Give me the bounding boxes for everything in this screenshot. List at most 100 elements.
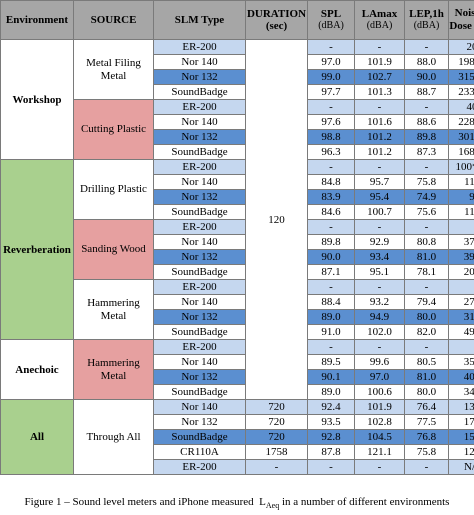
lamax-cell: 101.2 — [354, 144, 405, 160]
lep-cell: - — [404, 339, 449, 355]
noise-dose-cell: 100** — [448, 159, 474, 175]
table-row: Nor 140 84.895.775.811.9 — [1, 174, 474, 190]
caption-laeq: L — [259, 496, 266, 508]
slm-type-cell: Nor 140 — [153, 114, 246, 130]
table-row: Nor 140 89.892.980.837.9 — [1, 234, 474, 250]
lep-cell: 88.0 — [404, 54, 449, 70]
environment-cell-all: All — [0, 399, 74, 475]
figure-caption: Figure 1 – Sound level meters and iPhone… — [0, 496, 474, 510]
noise-dose-cell: 49.8 — [448, 324, 474, 340]
lamax-cell: 102.0 — [354, 324, 405, 340]
source-cell-hammering-metal-rev: Hammering Metal — [73, 279, 154, 340]
noise-dose-cell: 11.9 — [448, 174, 474, 190]
lamax-cell: 93.4 — [354, 249, 405, 265]
header-lep-label: LEP,1h — [409, 8, 444, 20]
spl-cell: - — [307, 459, 355, 475]
lep-cell: - — [404, 159, 449, 175]
slm-type-cell: Nor 132 — [153, 69, 246, 85]
lep-cell: - — [404, 219, 449, 235]
spl-cell: 90.1 — [307, 369, 355, 385]
spl-cell: 89.8 — [307, 234, 355, 250]
lep-cell: 88.6 — [404, 114, 449, 130]
header-lamax-unit: (dBA) — [366, 20, 393, 31]
table-row: Nor 132 90.093.481.039.4 — [1, 249, 474, 265]
lep-cell: 76.4 — [404, 399, 449, 415]
duration-cell-shared: 120 — [245, 39, 308, 400]
lep-cell: 82.0 — [404, 324, 449, 340]
header-duration: DURATION (sec) — [245, 0, 308, 40]
noise-dose-cell: 233.1 — [448, 84, 474, 100]
spl-cell: - — [307, 339, 355, 355]
noise-dose-cell: 9.6 — [448, 189, 474, 205]
spl-cell: 97.0 — [307, 54, 355, 70]
lamax-cell: 102.8 — [354, 414, 405, 430]
noise-dose-cell: 40.3 — [448, 369, 474, 385]
slm-type-cell: SoundBadge — [153, 384, 246, 400]
slm-type-cell: Nor 140 — [153, 234, 246, 250]
source-cell-metal-filing: Metal Filing Metal — [73, 39, 154, 100]
spl-cell: - — [307, 159, 355, 175]
lep-cell: 89.8 — [404, 129, 449, 145]
lep-cell: 81.0 — [404, 249, 449, 265]
header-lep: LEP,1h (dBA) — [404, 0, 449, 40]
slm-type-cell: Nor 132 — [153, 414, 246, 430]
noise-dose-cell: - — [448, 339, 474, 355]
caption-laeq-sub: Aeq — [265, 501, 280, 511]
lamax-cell: - — [354, 339, 405, 355]
lamax-cell: 95.7 — [354, 174, 405, 190]
noise-dose-cell: 228.1 — [448, 114, 474, 130]
header-lep-unit: (dBA) — [413, 20, 440, 31]
duration-cell: - — [245, 459, 308, 475]
noise-dose-cell: 39.4 — [448, 249, 474, 265]
spl-cell: 92.8 — [307, 429, 355, 445]
spl-cell: - — [307, 279, 355, 295]
slm-type-cell: SoundBadge — [153, 84, 246, 100]
noise-dose-cell: - — [448, 279, 474, 295]
lep-cell: 78.1 — [404, 264, 449, 280]
lamax-cell: 104.5 — [354, 429, 405, 445]
spl-cell: 96.3 — [307, 144, 355, 160]
spl-cell: 84.8 — [307, 174, 355, 190]
duration-cell: 720 — [245, 414, 308, 430]
slm-type-cell: Nor 132 — [153, 309, 246, 325]
lamax-cell: - — [354, 459, 405, 475]
spl-cell: - — [307, 219, 355, 235]
noise-dose-cell: 198.6 — [448, 54, 474, 70]
noise-dose-cell: 17.7 — [448, 414, 474, 430]
lamax-cell: 95.4 — [354, 189, 405, 205]
lep-cell: 77.5 — [404, 414, 449, 430]
noise-dose-cell: 12.1 — [448, 444, 474, 460]
lamax-cell: 93.2 — [354, 294, 405, 310]
lep-cell: 79.4 — [404, 294, 449, 310]
lep-cell: 88.7 — [404, 84, 449, 100]
noise-dose-cell: 35.8 — [448, 354, 474, 370]
noise-dose-cell: 11.4 — [448, 204, 474, 220]
spl-cell: 83.9 — [307, 189, 355, 205]
source-cell-through-all: Through All — [73, 399, 154, 475]
duration-cell: 1758 — [245, 444, 308, 460]
lep-cell: 81.0 — [404, 369, 449, 385]
noise-dose-cell: N/A — [448, 459, 474, 475]
header-slm-type: SLM Type — [153, 0, 246, 40]
spl-cell: 89.0 — [307, 309, 355, 325]
lamax-cell: 97.0 — [354, 369, 405, 385]
slm-type-cell: SoundBadge — [153, 429, 246, 445]
slm-type-cell: Nor 132 — [153, 129, 246, 145]
lep-cell: 74.9 — [404, 189, 449, 205]
lamax-cell: 100.6 — [354, 384, 405, 400]
lamax-cell: 95.1 — [354, 264, 405, 280]
spl-cell: 89.5 — [307, 354, 355, 370]
lep-cell: 76.8 — [404, 429, 449, 445]
caption-suffix: in a number of different environments — [281, 496, 450, 508]
spl-cell: - — [307, 99, 355, 115]
environment-cell-anechoic: Anechoic — [0, 339, 74, 400]
spl-cell: 91.0 — [307, 324, 355, 340]
lep-cell: 80.5 — [404, 354, 449, 370]
source-cell-hammering-metal-ane: Hammering Metal — [73, 339, 154, 400]
